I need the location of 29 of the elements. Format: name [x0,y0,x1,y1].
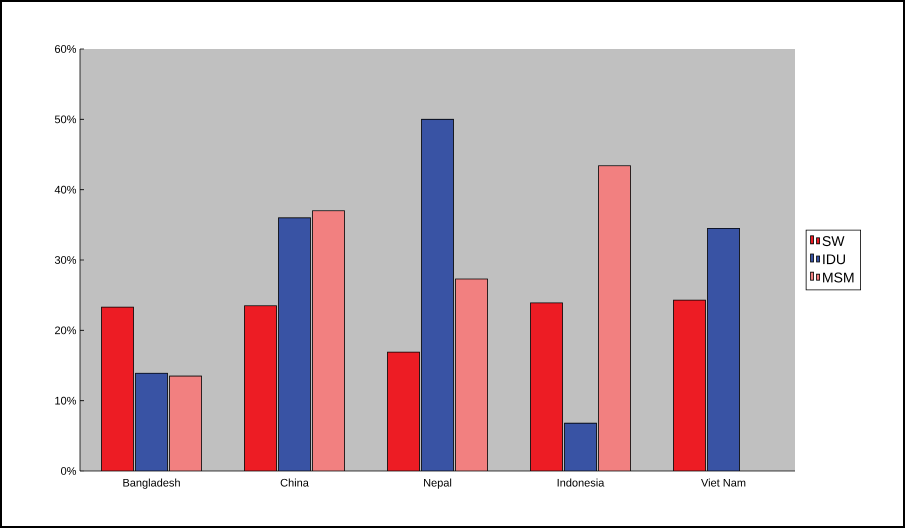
x-tick-label: Nepal [424,478,452,489]
bar [244,306,276,471]
bar [422,119,454,471]
bar [388,352,420,471]
legend-label: MSM [823,272,854,282]
legend-label: IDU [823,254,845,264]
bar [673,300,706,471]
y-tick-label: 50% [54,115,76,124]
bar [564,423,597,471]
bar [598,165,631,471]
x-tick-label: Bangladesh [123,478,180,489]
bar [530,302,563,471]
y-tick-label: 60% [55,45,76,53]
y-tick-label: 40% [54,186,76,194]
bar [136,373,168,471]
x-tick-label: China [280,478,309,487]
bar [170,376,202,471]
legend-label: SW [822,236,844,246]
y-tick-label: 10% [55,396,76,405]
y-tick-label: 30% [54,256,76,264]
bar [312,210,344,471]
bar [707,228,740,471]
y-tick-label: 20% [55,326,76,334]
y-tick-label: 0% [60,467,76,475]
bar [102,307,134,471]
x-tick-label: Viet Nam [701,478,746,487]
bar [278,218,311,471]
x-tick-label: Indonesia [558,478,604,487]
bar [456,278,488,471]
